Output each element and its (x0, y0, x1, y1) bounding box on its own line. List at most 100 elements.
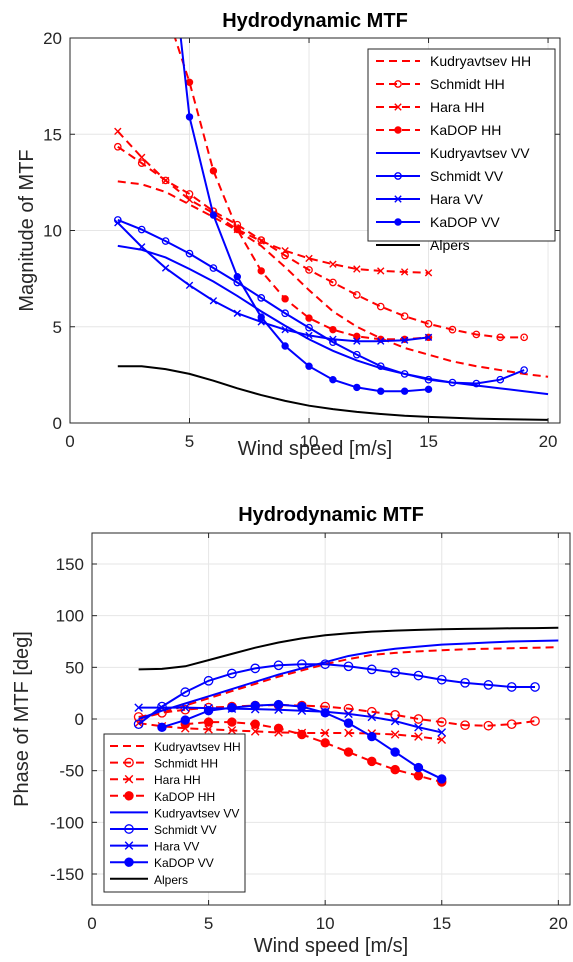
data-point (174, 6, 180, 12)
legend-label: Hara VV (430, 191, 484, 207)
data-point (400, 312, 409, 321)
data-point (138, 243, 146, 251)
data-point (124, 857, 134, 867)
data-point (297, 729, 307, 740)
series-line-5 (117, 218, 525, 385)
data-point (352, 350, 361, 359)
data-point (161, 237, 170, 245)
data-point (376, 302, 385, 311)
data-point (157, 703, 167, 712)
data-point (257, 267, 265, 275)
y-tick-label: 100 (56, 607, 84, 626)
data-point (460, 677, 470, 688)
data-point (344, 728, 353, 738)
legend-label: Hara HH (430, 99, 484, 115)
data-point (203, 717, 214, 727)
x-tick-label: 10 (300, 432, 319, 451)
data-point (180, 715, 190, 725)
y-tick-label: 50 (65, 658, 84, 677)
series-group (133, 626, 559, 787)
data-point (305, 362, 313, 370)
data-point (343, 718, 354, 728)
data-point (250, 700, 260, 711)
data-point (124, 824, 134, 834)
chart-title: Hydrodynamic MTF (222, 10, 408, 32)
chart-2: 0 5 10 15 20 -150 -100 -50 0 50 100 150 Hydrodynamic… (11, 504, 571, 957)
data-point (496, 375, 505, 384)
series-line-6 (117, 222, 429, 343)
data-point (320, 659, 331, 670)
data-point (227, 717, 237, 727)
legend-label: Kudryavtsev VV (154, 806, 239, 820)
data-point (162, 6, 168, 12)
data-point (257, 294, 266, 302)
data-point (329, 335, 337, 343)
y-tick-label: 0 (53, 414, 62, 433)
data-point (185, 196, 194, 204)
data-point (520, 366, 528, 374)
data-point (413, 771, 424, 781)
data-point (390, 716, 400, 726)
data-point (157, 701, 167, 712)
y-tick-label: 0 (75, 710, 84, 729)
data-point (367, 712, 377, 722)
legend-label: Schmidt VV (430, 168, 504, 184)
data-point (185, 113, 194, 121)
x-tick-label: 5 (204, 914, 213, 933)
y-tick-label: -100 (50, 813, 84, 832)
data-point (437, 728, 447, 737)
data-point (343, 747, 354, 757)
data-point (424, 385, 433, 394)
data-point (113, 142, 122, 151)
data-point (137, 225, 146, 234)
x-axis-label: Wind speed [m/s] (238, 438, 393, 460)
data-point (233, 273, 242, 281)
data-point (436, 717, 447, 727)
series-line-0 (117, 180, 549, 378)
data-point (305, 314, 313, 322)
y-axis-label: Phase of MTF [deg] (11, 631, 33, 807)
data-point (329, 260, 337, 268)
data-point (124, 774, 134, 784)
data-point (273, 723, 284, 733)
data-point (367, 731, 377, 742)
x-tick-label: 20 (539, 432, 558, 451)
y-tick-label: -50 (59, 762, 84, 781)
data-point (227, 668, 237, 679)
data-point (161, 264, 170, 272)
data-point (390, 730, 400, 739)
legend-label: KaDOP HH (430, 122, 501, 138)
series-line-0 (138, 646, 559, 720)
data-point (437, 735, 447, 744)
data-point (305, 323, 313, 332)
data-point (297, 659, 307, 670)
data-point (133, 719, 144, 730)
data-point (424, 375, 433, 384)
data-point (353, 337, 361, 345)
data-point (161, 176, 170, 185)
legend-label: Schmidt VV (154, 823, 217, 837)
data-point (227, 702, 237, 713)
data-point (506, 682, 517, 692)
data-point (114, 127, 122, 136)
data-point (353, 383, 361, 392)
y-tick-label: 15 (43, 125, 62, 144)
legend: Kudryavtsev HH Schmidt HH Hara HH KaDOP HH K… (367, 48, 556, 253)
data-point (377, 267, 385, 275)
data-point (305, 266, 313, 274)
series-group (113, 6, 549, 421)
series-line-4 (138, 639, 559, 720)
data-point (114, 219, 122, 227)
data-point (209, 264, 218, 272)
legend-label: KaDOP VV (430, 214, 500, 230)
data-point (180, 703, 190, 712)
data-point (400, 370, 409, 378)
data-point (390, 764, 400, 775)
series-line-7 (179, 38, 429, 393)
data-point (436, 674, 447, 685)
x-tick-label: 15 (432, 914, 451, 933)
data-point (506, 719, 517, 730)
series-line-4 (117, 244, 549, 396)
data-point (180, 704, 191, 715)
